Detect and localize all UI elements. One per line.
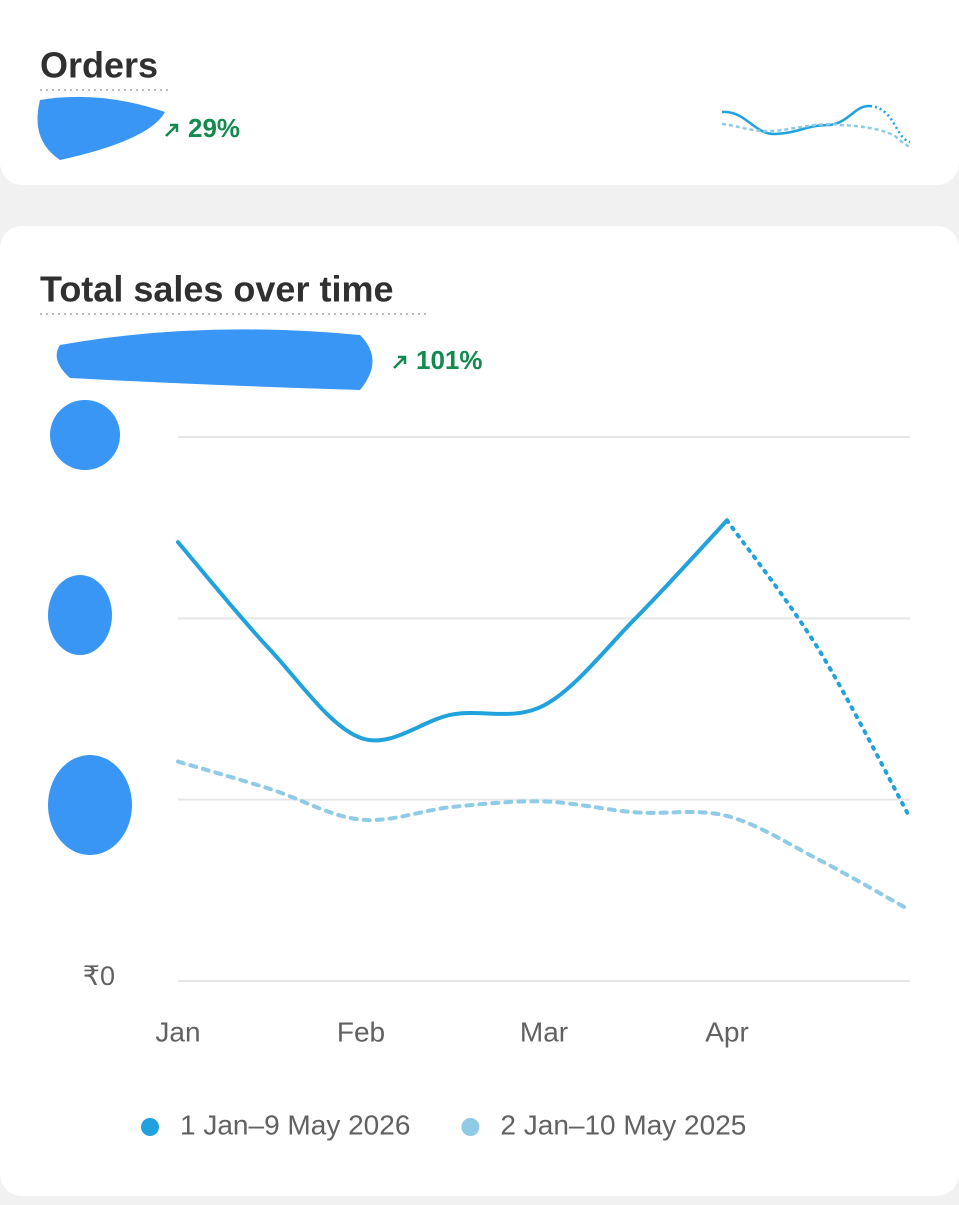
up-arrow xyxy=(165,123,179,137)
orders-title: Orders xyxy=(40,45,158,86)
legend-label: 1 Jan–9 May 2026 xyxy=(180,1109,410,1140)
sales-card xyxy=(0,226,959,1196)
sales-title: Total sales over time xyxy=(40,269,393,310)
series-line xyxy=(176,759,912,913)
up-arrow xyxy=(393,355,407,369)
redaction xyxy=(48,575,112,655)
x-tick-label: Jan xyxy=(155,1016,200,1047)
x-tick-label: Feb xyxy=(337,1016,385,1047)
redaction xyxy=(50,400,120,470)
orders-change: 29% xyxy=(188,113,240,143)
x-tick-label: Apr xyxy=(705,1016,749,1047)
y-tick-label: ₹0 xyxy=(83,961,115,991)
plot: ₹0 Jan Feb Mar Apr 1 Jan–9 May 2026 2 Jan–10 M… xyxy=(83,436,912,1140)
sparkline xyxy=(721,104,871,136)
series-line xyxy=(725,518,912,820)
legend-swatch xyxy=(461,1118,480,1136)
x-tick-label: Mar xyxy=(520,1016,568,1047)
redaction xyxy=(48,755,132,855)
series-line xyxy=(176,518,729,743)
sparkline xyxy=(869,104,911,144)
orders-card xyxy=(0,0,959,185)
sales-change: 101% xyxy=(416,345,483,375)
legend-label: 2 Jan–10 May 2025 xyxy=(500,1109,746,1140)
redaction xyxy=(37,96,165,160)
sparkline xyxy=(721,122,913,149)
redaction xyxy=(56,329,373,390)
legend-swatch xyxy=(141,1118,159,1136)
